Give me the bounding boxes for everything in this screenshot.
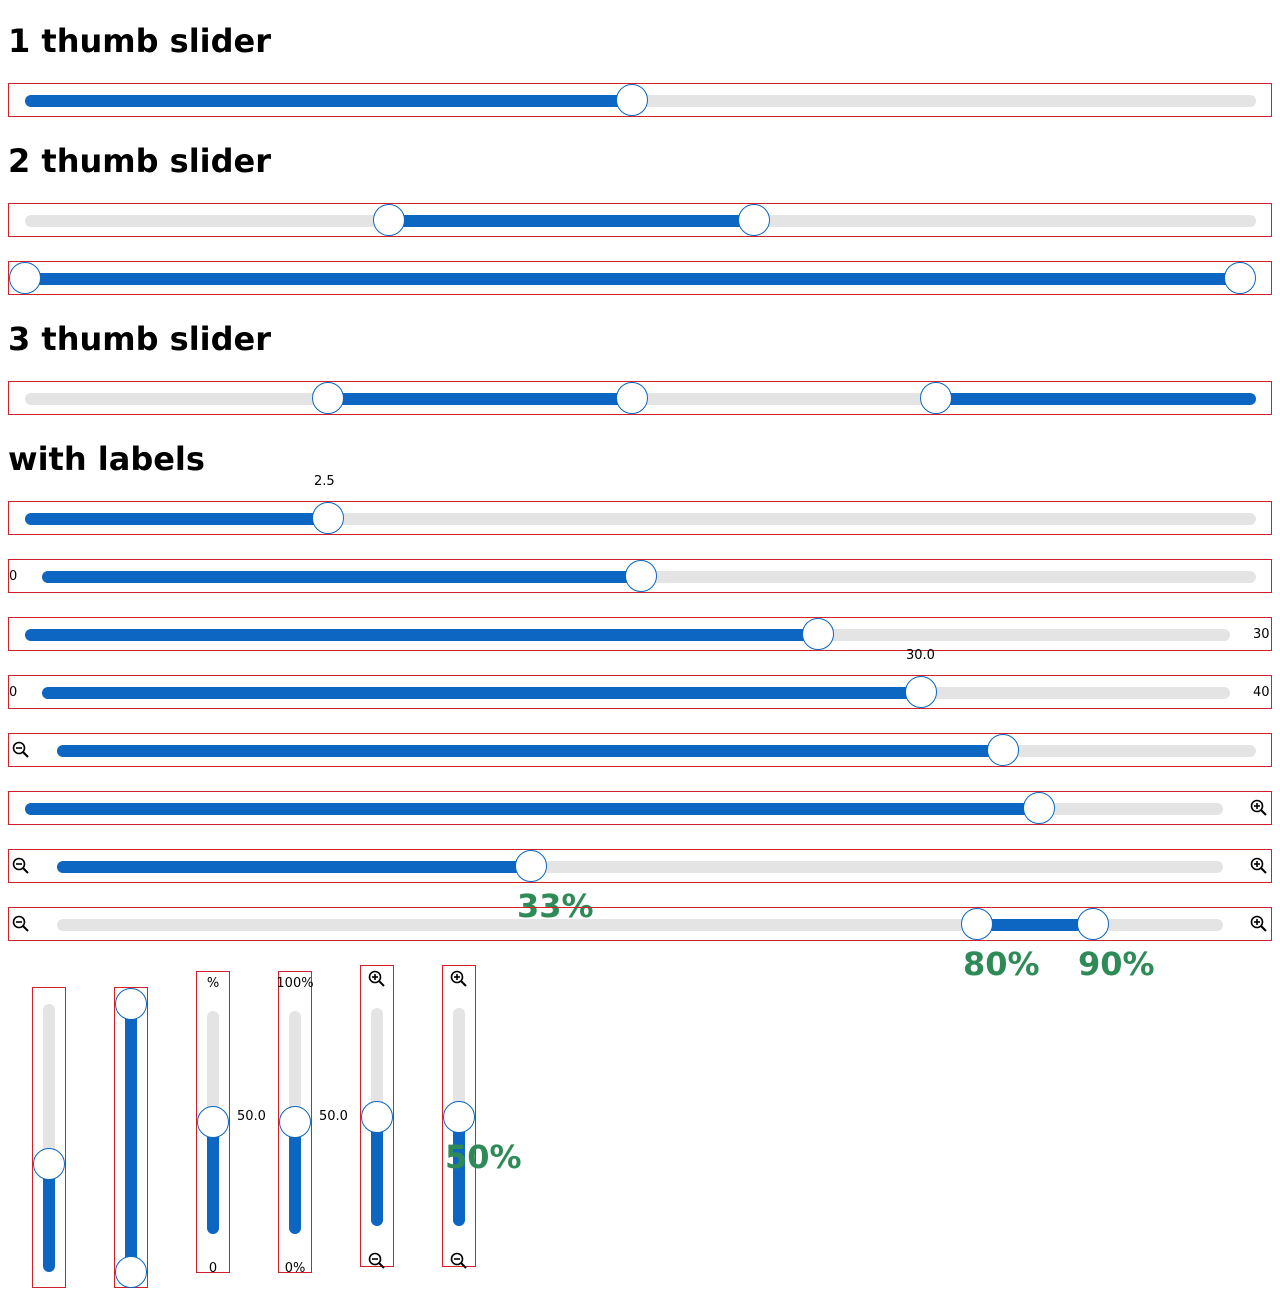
percent-label-high: 90%: [1078, 945, 1155, 983]
slider-thumb[interactable]: [616, 84, 648, 116]
zoom-out-icon[interactable]: [11, 856, 31, 876]
percent-label: 33%: [517, 887, 594, 925]
zoom-out-icon[interactable]: [449, 1251, 469, 1271]
slider-track[interactable]: [57, 919, 1223, 931]
slider-fill: [977, 919, 1093, 931]
value-label: 50.0: [237, 1109, 266, 1124]
zoom-in-icon[interactable]: [367, 969, 387, 989]
top-label: 100%: [276, 976, 314, 991]
slider-zoom-range[interactable]: [8, 907, 1272, 941]
slider-zoom-in[interactable]: [8, 791, 1272, 825]
slider-thumb[interactable]: [33, 1148, 65, 1180]
slider-thumb[interactable]: [625, 560, 657, 592]
zoom-in-icon[interactable]: [1249, 856, 1269, 876]
vertical-slider-5[interactable]: [360, 965, 394, 1269]
slider-fill: [207, 1122, 219, 1234]
slider-fill: [57, 861, 531, 873]
slider-thumb[interactable]: [443, 1101, 475, 1133]
slider-fill-segment-1: [328, 393, 632, 405]
slider-thumb-low[interactable]: [961, 908, 993, 940]
slider-one-thumb[interactable]: [8, 83, 1272, 117]
max-label: 30: [1253, 627, 1270, 642]
slider-thumb-3[interactable]: [920, 382, 952, 414]
slider-labeled-value-above[interactable]: [8, 501, 1272, 535]
slider-thumb-low[interactable]: [373, 204, 405, 236]
zoom-out-icon[interactable]: [367, 1251, 387, 1271]
min-label: 0: [9, 685, 18, 700]
bottom-label: 0: [208, 1261, 218, 1276]
vertical-slider-2[interactable]: [114, 987, 148, 1288]
slider-thumb[interactable]: [515, 850, 547, 882]
slider-fill: [371, 1117, 383, 1226]
slider-thumb[interactable]: [312, 502, 344, 534]
value-label: 30.0: [906, 648, 935, 663]
slider-fill: [42, 687, 921, 699]
slider-thumb[interactable]: [802, 618, 834, 650]
slider-fill: [57, 745, 1003, 757]
slider-thumb-low[interactable]: [9, 262, 41, 294]
slider-fill: [125, 1004, 137, 1272]
zoom-in-icon[interactable]: [449, 969, 469, 989]
slider-fill: [42, 571, 640, 583]
vertical-slider-1[interactable]: [32, 987, 66, 1288]
slider-fill: [25, 95, 632, 107]
zoom-in-icon[interactable]: [1249, 798, 1269, 818]
slider-thumb-high[interactable]: [1224, 262, 1256, 294]
slider-thumb-low[interactable]: [115, 1256, 147, 1288]
zoom-out-icon[interactable]: [11, 914, 31, 934]
slider-thumb[interactable]: [987, 734, 1019, 766]
slider-zoom-both[interactable]: [8, 849, 1272, 883]
slider-fill: [43, 1164, 55, 1272]
slider-thumb-high[interactable]: [115, 988, 147, 1020]
slider-fill: [389, 215, 754, 227]
slider-thumb-2[interactable]: [616, 382, 648, 414]
value-label: 2.5: [314, 474, 335, 489]
slider-fill-segment-2: [936, 393, 1256, 405]
slider-labeled-min-max-value[interactable]: 0 40: [8, 675, 1272, 709]
slider-thumb[interactable]: [197, 1106, 229, 1138]
zoom-out-icon[interactable]: [11, 740, 31, 760]
heading-three-thumb: 3 thumb slider: [8, 320, 272, 358]
slider-fill: [453, 1117, 465, 1226]
slider-thumb-high[interactable]: [1077, 908, 1109, 940]
bottom-label: 0%: [284, 1261, 306, 1276]
slider-two-thumb-partial[interactable]: [8, 203, 1272, 237]
slider-labeled-max[interactable]: 30: [8, 617, 1272, 651]
percent-label: 50%: [445, 1138, 522, 1176]
vertical-slider-6[interactable]: [442, 965, 476, 1269]
heading-with-labels: with labels: [8, 440, 205, 478]
slider-thumb-1[interactable]: [312, 382, 344, 414]
slider-labeled-min[interactable]: 0: [8, 559, 1272, 593]
max-label: 40: [1253, 685, 1270, 700]
min-label: 0: [9, 569, 18, 584]
top-label: %: [206, 976, 220, 991]
slider-zoom-out[interactable]: [8, 733, 1272, 767]
slider-fill: [25, 629, 818, 641]
zoom-in-icon[interactable]: [1249, 914, 1269, 934]
slider-fill: [25, 803, 1039, 815]
value-label: 50.0: [319, 1109, 348, 1124]
slider-thumb[interactable]: [361, 1101, 393, 1133]
slider-fill: [25, 513, 328, 525]
slider-fill: [289, 1122, 301, 1234]
slider-fill: [25, 273, 1240, 285]
slider-thumb[interactable]: [905, 676, 937, 708]
heading-one-thumb: 1 thumb slider: [8, 22, 272, 60]
percent-label-low: 80%: [963, 945, 1040, 983]
slider-thumb[interactable]: [1023, 792, 1055, 824]
vertical-slider-3[interactable]: % 0: [196, 971, 230, 1276]
heading-two-thumb: 2 thumb slider: [8, 142, 272, 180]
slider-thumb-high[interactable]: [738, 204, 770, 236]
slider-two-thumb-full[interactable]: [8, 261, 1272, 295]
slider-three-thumb[interactable]: [8, 381, 1272, 415]
vertical-slider-4[interactable]: 100% 0%: [276, 971, 314, 1275]
slider-thumb[interactable]: [279, 1106, 311, 1138]
